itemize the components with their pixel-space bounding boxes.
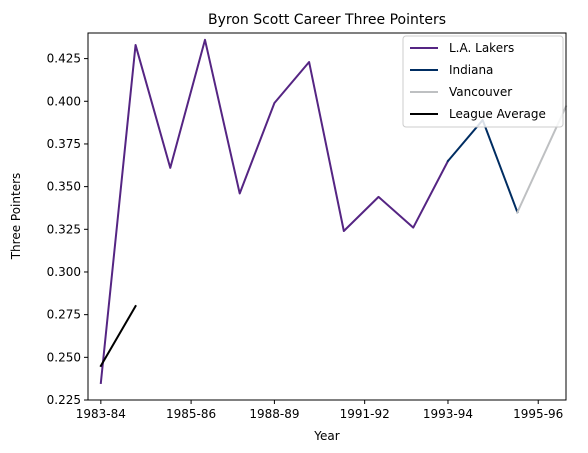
x-tick-label: 1995-96 bbox=[513, 407, 563, 421]
series-line-l-a-lakers bbox=[99, 38, 450, 385]
series-line-indiana bbox=[446, 119, 519, 214]
legend-label-indiana: Indiana bbox=[449, 63, 493, 77]
y-tick-label: 0.225 bbox=[47, 393, 81, 407]
y-axis-ticks: 0.225 0.250 0.275 0.300 0.325 0.350 0.375 0.400… bbox=[47, 52, 88, 407]
legend-label-vancouver: Vancouver bbox=[449, 85, 512, 99]
y-tick-label: 0.375 bbox=[47, 137, 81, 151]
legend-label-league-average: League Average bbox=[449, 107, 546, 121]
y-tick-label: 0.325 bbox=[47, 222, 81, 236]
y-tick-label: 0.250 bbox=[47, 350, 81, 364]
chart-title: Byron Scott Career Three Pointers bbox=[208, 12, 446, 28]
legend-label-l-a-lakers: L.A. Lakers bbox=[449, 41, 514, 55]
x-axis-ticks: 1983-84 1985-86 1988-89 1991-92 1993-94 1995-… bbox=[76, 400, 563, 421]
x-tick-label: 1988-89 bbox=[249, 407, 299, 421]
y-tick-label: 0.400 bbox=[47, 94, 81, 108]
y-tick-label: 0.350 bbox=[47, 180, 81, 194]
y-tick-label: 0.275 bbox=[47, 308, 81, 322]
y-tick-label: 0.425 bbox=[47, 52, 81, 66]
x-tick-label: 1991-92 bbox=[340, 407, 390, 421]
legend: L.A. Lakers Indiana Vancouver League Averag… bbox=[402, 35, 564, 128]
x-tick-label: 1985-86 bbox=[166, 407, 216, 421]
y-axis-label: Three Pointers bbox=[9, 173, 23, 261]
plot-area-frame bbox=[87, 32, 567, 401]
x-tick-label: 1983-84 bbox=[76, 407, 126, 421]
x-tick-label: 1993-94 bbox=[423, 407, 473, 421]
plot-lines bbox=[99, 38, 568, 385]
x-axis-label: Year bbox=[313, 429, 339, 443]
legend-frame bbox=[402, 35, 564, 128]
series-line-league-average bbox=[99, 304, 137, 368]
y-tick-label: 0.300 bbox=[47, 265, 81, 279]
